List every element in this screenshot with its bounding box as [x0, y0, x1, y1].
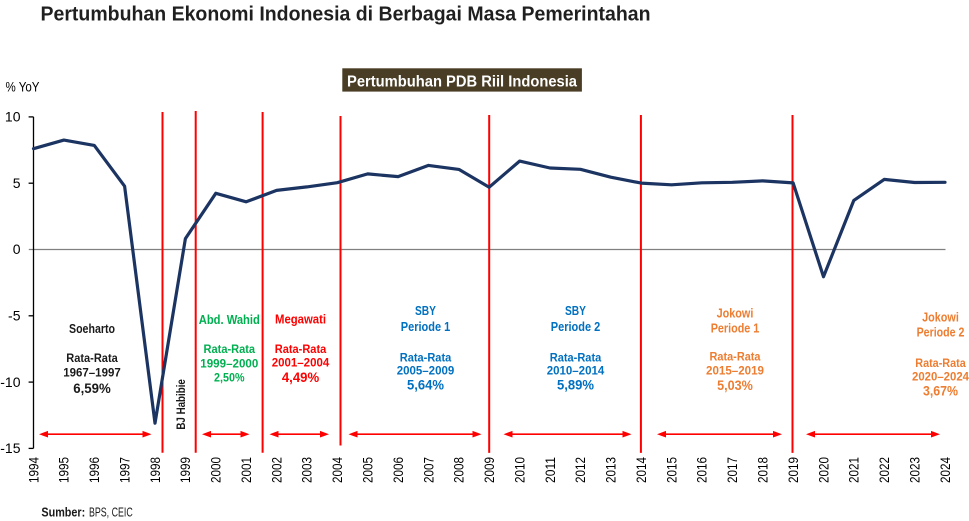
svg-text:1994: 1994	[26, 457, 41, 483]
svg-text:Pertumbuhan PDB Riil Indonesia: Pertumbuhan PDB Riil Indonesia	[347, 74, 577, 91]
svg-text:1995: 1995	[57, 457, 72, 483]
svg-text:Rata-Rata: Rata-Rata	[204, 342, 256, 356]
svg-text:2007: 2007	[421, 457, 436, 483]
svg-text:SBY: SBY	[565, 304, 587, 318]
svg-text:Periode 1: Periode 1	[711, 322, 760, 336]
svg-text:Rata-Rata: Rata-Rata	[550, 351, 602, 365]
svg-text:2020: 2020	[816, 457, 831, 483]
svg-text:1999: 1999	[178, 457, 193, 483]
svg-text:-10: -10	[0, 374, 20, 390]
svg-text:Rata-Rata: Rata-Rata	[710, 350, 761, 364]
svg-text:1996: 1996	[87, 457, 102, 483]
svg-text:2015–2019: 2015–2019	[706, 364, 764, 378]
svg-text:Soeharto: Soeharto	[69, 322, 115, 336]
svg-text:2024: 2024	[938, 457, 953, 483]
svg-text:2018: 2018	[756, 457, 771, 483]
svg-text:2016: 2016	[695, 457, 710, 483]
svg-text:Rata-Rata: Rata-Rata	[400, 351, 452, 365]
svg-text:2014: 2014	[634, 457, 649, 483]
svg-text:2004: 2004	[330, 457, 345, 483]
svg-text:2019: 2019	[786, 457, 801, 483]
svg-text:2010: 2010	[512, 457, 527, 483]
svg-text:BPS, CEIC: BPS, CEIC	[89, 506, 133, 520]
svg-text:2,50%: 2,50%	[214, 371, 245, 385]
svg-text:Jokowi: Jokowi	[717, 307, 754, 321]
svg-text:2022: 2022	[877, 457, 892, 483]
svg-text:2003: 2003	[300, 457, 315, 483]
svg-text:2011: 2011	[543, 457, 558, 483]
svg-text:2017: 2017	[725, 457, 740, 483]
svg-text:2006: 2006	[391, 457, 406, 483]
svg-text:2012: 2012	[573, 457, 588, 483]
svg-text:Sumber:: Sumber:	[41, 506, 85, 520]
svg-text:2005–2009: 2005–2009	[397, 364, 455, 378]
svg-text:2002: 2002	[269, 457, 284, 483]
svg-text:Periode 2: Periode 2	[917, 326, 965, 340]
svg-text:10: 10	[5, 109, 21, 125]
svg-text:Jokowi: Jokowi	[922, 311, 959, 325]
svg-text:5,03%: 5,03%	[717, 377, 753, 393]
svg-text:2000: 2000	[209, 457, 224, 483]
svg-text:2015: 2015	[664, 457, 679, 483]
svg-text:1998: 1998	[148, 457, 163, 483]
svg-text:Megawati: Megawati	[275, 313, 326, 327]
svg-text:SBY: SBY	[415, 304, 437, 318]
svg-text:2013: 2013	[604, 457, 619, 483]
svg-text:Rata-Rata: Rata-Rata	[915, 356, 966, 370]
svg-text:BJ Habibie: BJ Habibie	[176, 379, 188, 430]
svg-text:2001: 2001	[239, 457, 254, 483]
svg-text:% YoY: % YoY	[6, 80, 40, 95]
svg-text:5,64%: 5,64%	[407, 377, 445, 393]
svg-text:Pertumbuhan Ekonomi Indonesia: Pertumbuhan Ekonomi Indonesia di Berbaga…	[41, 3, 651, 26]
svg-text:2008: 2008	[452, 457, 467, 483]
svg-text:Rata-Rata: Rata-Rata	[275, 342, 327, 356]
svg-text:-15: -15	[0, 440, 20, 456]
svg-text:0: 0	[13, 241, 21, 257]
svg-text:1997: 1997	[117, 457, 132, 483]
svg-text:1967–1997: 1967–1997	[63, 366, 121, 380]
svg-text:Rata-Rata: Rata-Rata	[66, 351, 118, 365]
svg-text:4,49%: 4,49%	[282, 369, 320, 385]
svg-text:2009: 2009	[482, 457, 497, 483]
svg-text:2021: 2021	[847, 457, 862, 483]
svg-text:3,67%: 3,67%	[923, 383, 959, 399]
svg-text:5: 5	[13, 175, 21, 191]
svg-text:Periode 1: Periode 1	[401, 320, 451, 334]
svg-text:1999–2000: 1999–2000	[200, 356, 258, 370]
svg-text:2023: 2023	[907, 457, 922, 483]
svg-text:Periode 2: Periode 2	[551, 320, 601, 334]
svg-text:2010–2014: 2010–2014	[547, 364, 605, 378]
svg-text:-5: -5	[8, 308, 21, 324]
svg-text:6,59%: 6,59%	[73, 380, 111, 396]
svg-text:2020–2024: 2020–2024	[912, 370, 969, 384]
svg-text:2005: 2005	[361, 457, 376, 483]
svg-text:Abd. Wahid: Abd. Wahid	[199, 313, 260, 327]
svg-text:2001–2004: 2001–2004	[272, 356, 330, 370]
svg-text:5,89%: 5,89%	[557, 377, 595, 393]
